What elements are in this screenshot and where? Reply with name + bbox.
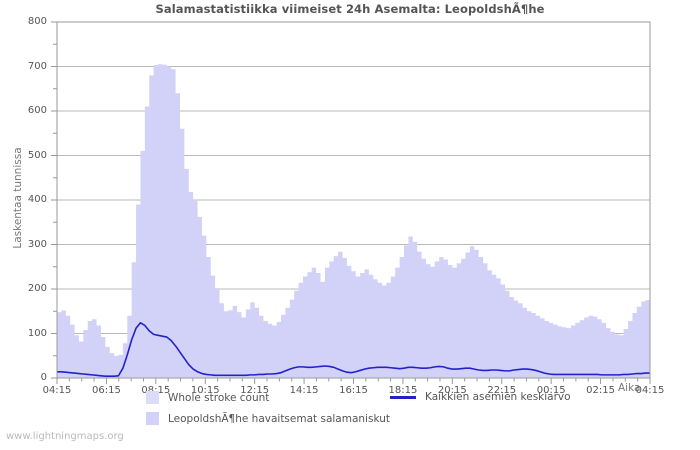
station-strokes-area: [57, 64, 650, 379]
x-tick-label: 20:15: [437, 385, 467, 396]
y-tick-label: 700: [27, 60, 47, 72]
x-axis-label: Aika: [618, 382, 641, 394]
legend-swatch-whole-stroke-count: [146, 391, 159, 404]
y-tick-label: 600: [27, 105, 47, 116]
legend-item-average[interactable]: Kaikkien asemien keskiarvo: [390, 391, 571, 403]
y-tick-label: 300: [27, 238, 47, 250]
y-tick-label: 0: [40, 372, 47, 383]
legend-item-whole-stroke-count[interactable]: Whole stroke count: [146, 391, 269, 404]
axis-ticks: [51, 21, 651, 384]
footer-attribution: www.lightningmaps.org: [6, 431, 124, 442]
legend-swatch-station-strokes: [146, 412, 159, 425]
y-tick-label: 100: [27, 327, 47, 339]
x-tick-label: 04:15: [42, 385, 72, 396]
chart-title: Salamastatistiikka viimeiset 24h Asemalt…: [155, 2, 545, 16]
average-line: [57, 322, 650, 378]
x-tick-label: 18:15: [388, 385, 418, 396]
y-tick-label: 200: [27, 283, 47, 294]
y-tick-label: 400: [27, 194, 47, 205]
legend-line-average: [390, 395, 416, 399]
y-tick-label: 500: [27, 149, 47, 161]
x-tick-label: 08:15: [126, 385, 186, 396]
x-tick-label: 16:15: [339, 385, 368, 396]
legend-label-average: Kaikkien asemien keskiarvo: [425, 391, 571, 403]
y-tick-label: 800: [27, 16, 47, 27]
x-tick-label: 10:15: [190, 385, 220, 396]
legend-item-station-strokes[interactable]: LeopoldshÃ¶he havaitsemat salamaniskut: [146, 412, 390, 425]
x-tick-label: 12:15: [240, 385, 270, 396]
legend-label-whole-stroke-count: Whole stroke count: [168, 391, 270, 404]
x-tick-label: 06:15: [91, 385, 121, 396]
plot-frame: [56, 21, 651, 379]
x-tick-label: 00:15: [536, 385, 566, 396]
legend-label-station-strokes: LeopoldshÃ¶he havaitsemat salamaniskut: [168, 412, 390, 425]
x-tick-label: 22:15: [487, 385, 517, 396]
x-tick-label: 04:15: [635, 385, 665, 396]
chart-legend: Whole stroke count Kaikkien asemien kesk…: [0, 391, 700, 431]
x-tick-label: 14:15: [289, 385, 319, 396]
x-tick-label: 02:15: [586, 385, 615, 396]
